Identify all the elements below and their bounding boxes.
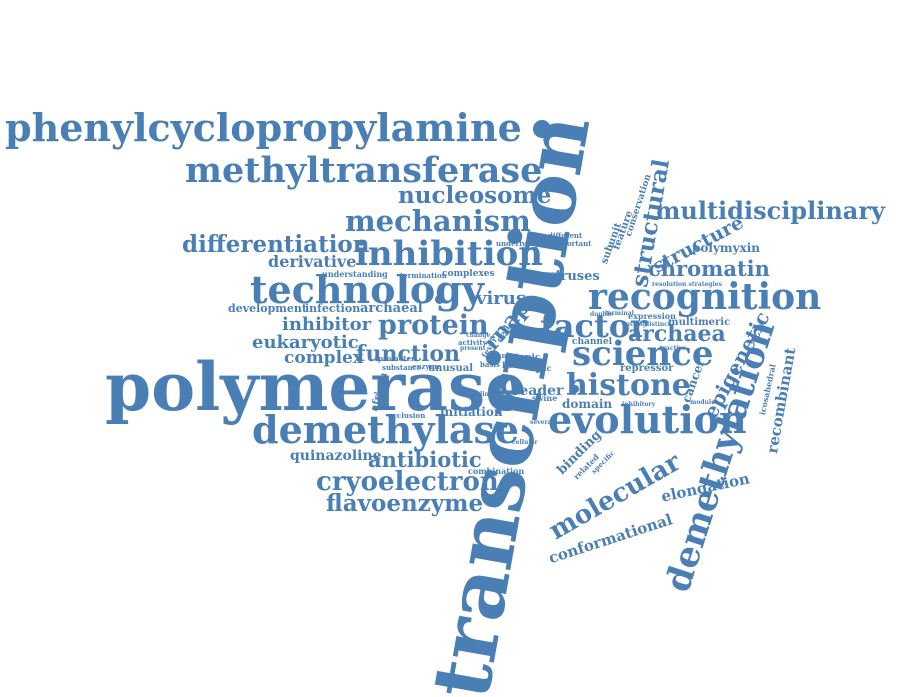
word-inhibitory: inhibitory	[622, 401, 656, 408]
word-topic: topic	[515, 353, 541, 363]
word-several: several	[530, 419, 554, 426]
word-eukaryotic: eukaryotic	[252, 332, 359, 353]
word-reader: reader	[512, 383, 564, 399]
word-histone: histone	[566, 368, 691, 403]
word-polymerase: polymerase	[105, 348, 528, 426]
word-protein: protein	[378, 310, 489, 341]
word-differentiation: differentiation	[182, 231, 370, 258]
word-archaea: archaea	[628, 321, 726, 347]
word-understanding: understanding	[322, 269, 388, 279]
word-methyltransferase: methyltransferase	[185, 150, 543, 191]
word-swine: swine	[532, 393, 558, 403]
word-demethylase: demethylase	[252, 407, 520, 452]
word-npac: npac	[530, 363, 552, 373]
word-cellular: cellular	[512, 439, 538, 446]
word-science: science	[572, 334, 714, 374]
word-complex: complex	[284, 348, 363, 368]
word-virus: virus	[476, 288, 527, 309]
word-tran: tran	[490, 351, 507, 360]
word-multidisciplinary: multidisciplinary	[655, 196, 885, 225]
bullet-dot-small	[571, 385, 579, 393]
word-antibiotic: antibiotic	[368, 447, 482, 472]
word-domain: domain	[562, 397, 613, 411]
word-inhibitor: inhibitor	[282, 314, 372, 335]
word-infection: infection	[305, 302, 361, 315]
word-basis: basis	[480, 360, 500, 369]
word-linker: linker	[480, 391, 501, 398]
word-cutting: cutting	[622, 321, 647, 328]
word-combination: combination	[468, 466, 525, 476]
word-phenylcyclopropylamine: phenylcyclopropylamine	[5, 105, 522, 150]
word-resolution-strategies: resolution strategies	[652, 281, 722, 288]
word-important: important	[552, 239, 592, 248]
word-tractive: tractive	[660, 345, 686, 352]
bullet-dot-medium	[435, 295, 444, 304]
word-unusual: unusual	[428, 363, 473, 374]
word-double: double	[590, 311, 613, 318]
word-channel: channel	[572, 337, 613, 347]
word-cleavage: cleavage	[530, 269, 564, 278]
word-factor: factor	[540, 307, 647, 345]
word-multimeric: multimeric	[668, 317, 731, 328]
word-substance: substance	[382, 363, 422, 372]
word-terminal: terminal	[605, 310, 634, 317]
word-change: change	[466, 332, 491, 339]
word-recognition: recognition	[588, 276, 822, 318]
word-enzyme: enzyme	[412, 362, 442, 371]
word-occlusion: occlusion	[388, 411, 426, 420]
word-distinct: distinct	[645, 321, 671, 328]
word-termination: termination	[400, 271, 447, 280]
word-technology: technology	[250, 267, 484, 312]
word-module: module	[690, 399, 716, 406]
word-quinazoline: quinazoline	[290, 448, 382, 464]
word-present: present	[460, 345, 486, 352]
word-evolution: evolution	[548, 397, 747, 442]
word-cryoelectron: cryoelectron	[316, 467, 499, 497]
word-chromatin: chromatin	[648, 256, 770, 281]
bullet-dot-large	[533, 120, 551, 138]
word-different: different	[548, 231, 583, 240]
word-archaeal: archaeal	[360, 301, 423, 316]
word-development: development	[228, 302, 308, 315]
word-function: function	[356, 341, 461, 367]
word-flavoenzyme: flavoenzyme	[326, 490, 484, 517]
word-inhibition: inhibition	[355, 234, 543, 274]
word-promoter: promoter	[378, 354, 415, 363]
word-repressor: repressor	[620, 363, 674, 374]
word-polymyxin: polymyxin	[692, 241, 761, 255]
word-derivative: derivative	[268, 252, 357, 271]
word-underlying: underlying	[496, 239, 539, 248]
word-complexes: complexes	[442, 269, 495, 279]
word-host: host	[502, 360, 522, 370]
word-mechanism: mechanism	[345, 204, 531, 238]
word-viruses: viruses	[548, 269, 600, 284]
word-activity: activity	[458, 338, 487, 347]
word-initiation: initiation	[440, 405, 503, 419]
word-nucleosome: nucleosome	[398, 182, 552, 209]
word-expression: expression	[628, 311, 676, 321]
